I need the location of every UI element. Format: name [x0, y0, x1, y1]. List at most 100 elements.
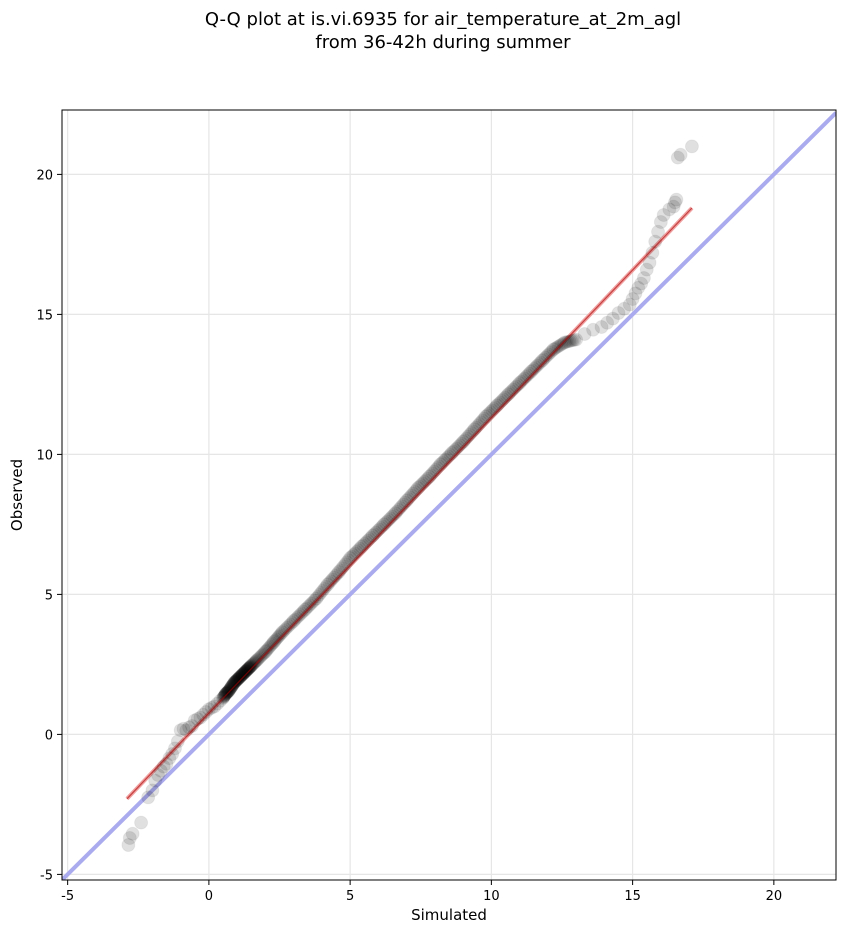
qq-point — [220, 686, 234, 700]
qq-point — [375, 519, 389, 533]
qq-point — [311, 590, 325, 604]
qq-point — [141, 790, 156, 805]
qq-point — [395, 499, 409, 513]
qq-point — [242, 661, 256, 675]
qq-point — [523, 364, 538, 379]
qq-point — [393, 501, 407, 515]
qq-point — [224, 681, 238, 695]
qq-point — [221, 684, 235, 698]
qq-point — [248, 655, 262, 669]
qq-point — [234, 669, 248, 683]
qq-point — [221, 685, 235, 699]
x-tick-label: 0 — [205, 889, 213, 904]
qq-point — [237, 666, 251, 680]
qq-point — [519, 370, 533, 384]
qq-point — [628, 286, 643, 301]
qq-point — [170, 734, 185, 749]
qq-point — [223, 682, 237, 696]
chart-subtitle: from 36-42h during summer — [315, 32, 571, 53]
qq-point — [516, 373, 530, 387]
qq-point — [296, 604, 310, 618]
qq-point — [540, 349, 554, 363]
qq-point — [566, 333, 580, 347]
qq-point — [231, 672, 245, 686]
qq-point — [225, 679, 239, 693]
qq-point — [458, 433, 472, 447]
qq-point — [218, 686, 233, 701]
points-layer — [121, 139, 699, 852]
qq-point — [235, 668, 249, 682]
qq-point — [280, 620, 294, 634]
qq-point — [245, 658, 259, 672]
qq-point — [451, 440, 465, 454]
qq-point — [382, 513, 396, 527]
qq-point — [546, 342, 561, 357]
qq-point — [173, 723, 188, 738]
qq-point — [282, 619, 296, 633]
qq-point — [225, 679, 239, 693]
qq-point — [611, 306, 626, 320]
qq-point — [233, 670, 247, 684]
qq-point — [145, 783, 160, 798]
qq-point — [204, 700, 219, 715]
qq-point — [199, 705, 214, 719]
qq-point — [455, 436, 469, 450]
qq-point — [249, 654, 263, 668]
qq-point — [235, 667, 250, 682]
qq-point — [237, 666, 251, 680]
qq-point — [636, 271, 651, 285]
qq-point — [509, 379, 523, 393]
qq-point — [545, 344, 559, 358]
qq-point — [242, 661, 256, 675]
qq-point — [605, 311, 620, 326]
reference-line-1to1 — [62, 111, 836, 880]
qq-point — [530, 358, 544, 372]
qq-point — [512, 376, 527, 390]
qq-point — [246, 657, 260, 671]
qq-point — [226, 677, 240, 691]
qq-point — [227, 677, 241, 691]
qq-point — [383, 511, 397, 525]
qq-point — [290, 611, 304, 625]
qq-point — [537, 352, 551, 366]
qq-point — [241, 661, 256, 676]
qq-point — [232, 671, 246, 685]
qq-point — [266, 636, 280, 650]
qq-point — [303, 598, 317, 612]
qq-point — [625, 292, 640, 306]
qq-point — [526, 363, 540, 377]
qq-point — [218, 688, 232, 702]
qq-point — [306, 595, 320, 609]
qq-point — [514, 374, 528, 388]
y-tick-label: 15 — [36, 308, 53, 323]
x-axis-label: Simulated — [411, 906, 487, 924]
qq-point — [380, 514, 394, 528]
qq-point — [134, 815, 149, 830]
qq-point — [230, 672, 245, 687]
qq-point — [176, 721, 191, 736]
qq-point — [522, 366, 536, 380]
qq-point — [387, 508, 401, 522]
qq-point — [317, 582, 331, 596]
qq-point — [319, 580, 333, 594]
qq-point — [239, 664, 253, 678]
qq-point — [223, 682, 237, 696]
qq-point — [238, 665, 252, 679]
qq-point — [543, 346, 557, 360]
x-tick-label: 20 — [766, 889, 783, 904]
qq-point — [228, 675, 242, 689]
qq-point — [266, 635, 281, 649]
qq-point — [550, 340, 564, 354]
qq-point — [255, 648, 269, 662]
qq-point — [224, 680, 238, 694]
qq-point — [295, 606, 309, 620]
qq-point — [673, 147, 688, 162]
qq-point — [398, 495, 412, 509]
qq-point — [308, 593, 322, 607]
qq-point — [240, 663, 254, 677]
qq-point — [577, 327, 592, 341]
chart-title: Q-Q plot at is.vi.6935 for air_temperatu… — [205, 9, 681, 30]
qq-point — [235, 668, 249, 682]
lines-layer — [62, 111, 836, 880]
qq-point — [385, 509, 399, 523]
